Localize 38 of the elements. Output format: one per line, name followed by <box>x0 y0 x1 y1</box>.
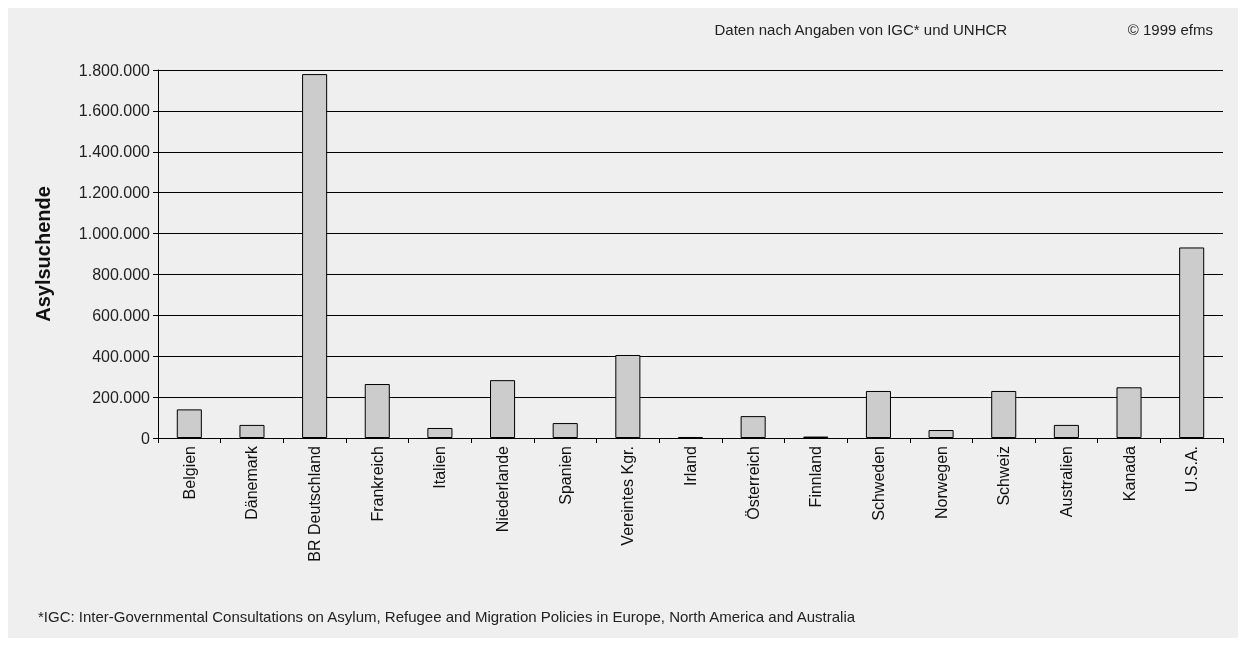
y-tick-label: 1.800.000 <box>78 61 151 79</box>
x-tick-label: Niederlande <box>494 445 512 533</box>
x-tick-label: Vereintes Kgr. <box>619 446 637 546</box>
y-tick-label: 400.000 <box>92 347 151 365</box>
y-tick-label: 1.200.000 <box>78 184 151 202</box>
x-tick-label: BR Deutschland <box>306 446 324 562</box>
x-tick-label: Australien <box>1057 446 1075 518</box>
y-tick-label: 200.000 <box>92 388 151 406</box>
x-tick-label: Irland <box>682 446 699 487</box>
y-tick-label: 1.600.000 <box>78 102 151 120</box>
y-tick-label: 600.000 <box>92 306 151 324</box>
bar <box>1053 424 1079 438</box>
y-axis-title: Asylsuchende <box>32 186 54 322</box>
x-tick-label: Schweiz <box>995 446 1013 506</box>
y-tick-label: 800.000 <box>92 265 151 283</box>
text: *IGC: Inter-Governmental Consultations on Asylum, Refugee and Migration Policies in Europe, North America and Australia <box>38 608 856 625</box>
x-tick-label: Dänemark <box>243 445 261 520</box>
text: © 1999 efms <box>1127 21 1213 38</box>
x-tick-label: U.S.A. <box>1183 446 1201 493</box>
bar <box>176 409 202 438</box>
x-tick-label: Frankreich <box>368 446 386 522</box>
x-tick-label: Spanien <box>556 446 574 505</box>
y-tick-label: 1.000.000 <box>78 225 151 243</box>
bar <box>740 416 766 438</box>
x-tick-label: Norwegen <box>932 446 950 519</box>
x-tick-label: Belgien <box>180 446 198 500</box>
text: Daten nach Angaben von IGC* und UNHCR <box>714 21 1008 38</box>
x-tick-label: Finnland <box>807 446 825 508</box>
x-tick-label: Kanada <box>1120 445 1138 502</box>
bar <box>928 430 954 438</box>
x-tick-label: Schweden <box>869 446 887 521</box>
y-tick-label: 0 <box>141 429 151 447</box>
x-tick-label: Österreich <box>744 446 762 520</box>
bar <box>427 427 453 438</box>
x-tick-label: Italien <box>431 446 449 489</box>
bar <box>239 424 265 438</box>
y-tick-label: 1.400.000 <box>78 143 151 161</box>
bar <box>552 423 578 438</box>
